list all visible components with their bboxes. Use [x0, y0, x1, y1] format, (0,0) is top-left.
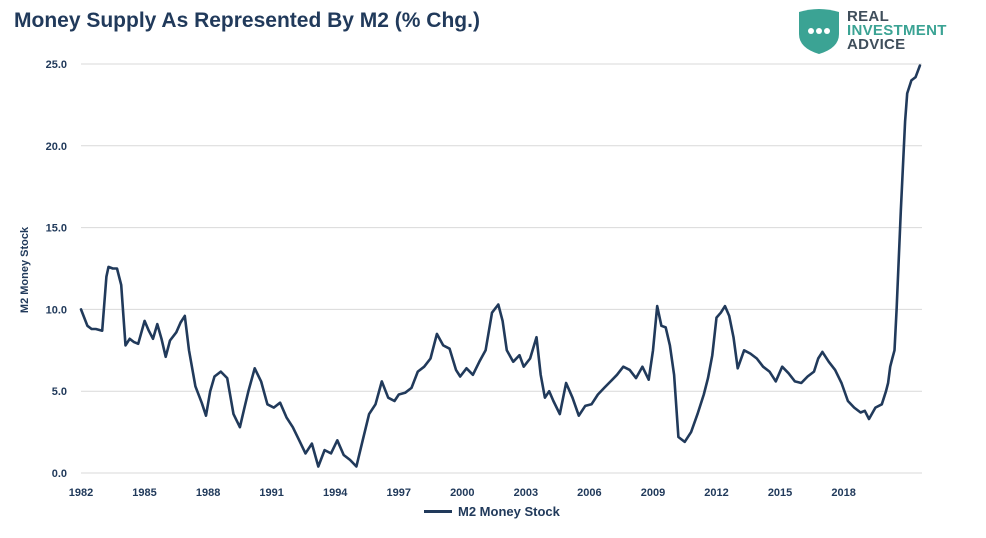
x-tick-label: 2006: [577, 487, 601, 499]
series-group: [79, 64, 922, 468]
x-tick-label: 2000: [450, 487, 474, 499]
legend: M2 Money Stock: [424, 504, 560, 519]
y-tick-label: 0.0: [52, 468, 67, 480]
y-tick-label: 10.0: [46, 304, 67, 316]
legend-label: M2 Money Stock: [458, 504, 560, 519]
x-tick-label: 1985: [132, 487, 156, 499]
y-tick-label: 15.0: [46, 223, 67, 235]
logo-line-1: REAL: [847, 8, 890, 25]
x-tick-label: 2003: [514, 487, 538, 499]
y-tick-labels: 0.0 5.0 10.0 15.0 20.0 25.0: [46, 59, 67, 480]
y-tick-label: 25.0: [46, 59, 67, 71]
logo-line-3: ADVICE: [847, 36, 906, 53]
x-tick-label: 2015: [768, 487, 792, 499]
x-tick-label: 1991: [259, 487, 283, 499]
shield-logo-icon: [799, 9, 839, 54]
x-tick-label: 2009: [641, 487, 665, 499]
y-tick-label: 5.0: [52, 386, 67, 398]
logo-line-2: INVESTMENT: [847, 22, 947, 39]
x-tick-label: 1994: [323, 487, 348, 499]
x-tick-label: 1982: [69, 487, 93, 499]
series-line-m2-money-stock: [79, 64, 922, 468]
gridlines: [81, 63, 922, 474]
logo-wordmark: REAL INVESTMENT ADVICE: [847, 8, 947, 53]
y-tick-label: 20.0: [46, 141, 67, 153]
chart-title: Money Supply As Represented By M2 (% Chg…: [14, 9, 480, 32]
x-tick-label: 1997: [387, 487, 411, 499]
x-tick-label: 2012: [704, 487, 728, 499]
x-tick-label: 1988: [196, 487, 220, 499]
x-tick-label: 2018: [831, 487, 855, 499]
brand-logo: REAL INVESTMENT ADVICE: [795, 8, 975, 56]
x-tick-labels: 1982 1985 1988 1991 1994 1997 2000 2003 2006 2009…: [69, 487, 856, 499]
legend-swatch: [424, 510, 452, 513]
